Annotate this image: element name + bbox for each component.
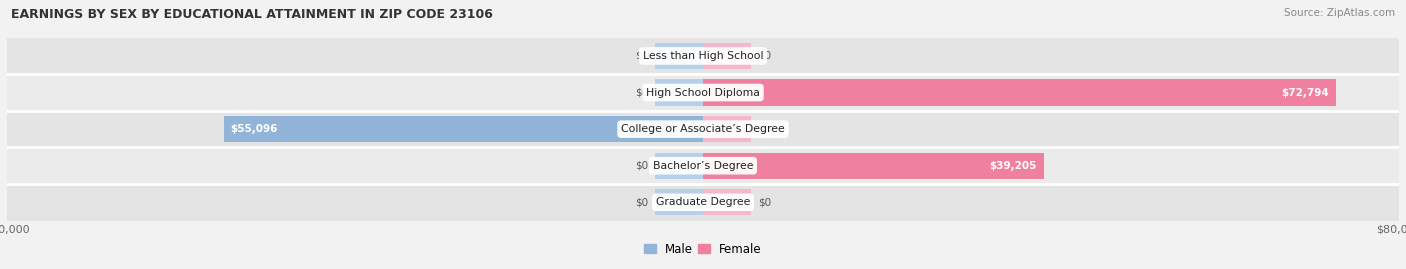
Bar <box>7 111 1399 147</box>
Bar <box>7 74 1399 111</box>
Text: Less than High School: Less than High School <box>643 51 763 61</box>
Text: College or Associate’s Degree: College or Associate’s Degree <box>621 124 785 134</box>
Text: $0: $0 <box>636 197 648 207</box>
Text: $0: $0 <box>758 197 770 207</box>
Text: $0: $0 <box>636 51 648 61</box>
Text: $39,205: $39,205 <box>990 161 1038 171</box>
Legend: Male, Female: Male, Female <box>640 238 766 260</box>
Text: Graduate Degree: Graduate Degree <box>655 197 751 207</box>
Bar <box>703 189 751 215</box>
Text: EARNINGS BY SEX BY EDUCATIONAL ATTAINMENT IN ZIP CODE 23106: EARNINGS BY SEX BY EDUCATIONAL ATTAINMEN… <box>11 8 494 21</box>
Text: High School Diploma: High School Diploma <box>647 87 759 98</box>
Bar <box>655 43 703 69</box>
Text: $0: $0 <box>758 51 770 61</box>
Bar <box>703 79 1336 106</box>
Bar <box>655 153 703 179</box>
Bar <box>655 79 703 106</box>
Bar <box>703 153 1045 179</box>
Bar <box>7 184 1399 221</box>
Text: Source: ZipAtlas.com: Source: ZipAtlas.com <box>1284 8 1395 18</box>
Text: Bachelor’s Degree: Bachelor’s Degree <box>652 161 754 171</box>
Text: $0: $0 <box>636 87 648 98</box>
Bar <box>224 116 703 142</box>
Text: $0: $0 <box>636 161 648 171</box>
Bar <box>703 116 751 142</box>
Bar <box>7 38 1399 74</box>
Bar <box>655 189 703 215</box>
Bar <box>7 147 1399 184</box>
Bar <box>703 43 751 69</box>
Text: $0: $0 <box>758 124 770 134</box>
Text: $72,794: $72,794 <box>1282 87 1329 98</box>
Text: $55,096: $55,096 <box>231 124 278 134</box>
